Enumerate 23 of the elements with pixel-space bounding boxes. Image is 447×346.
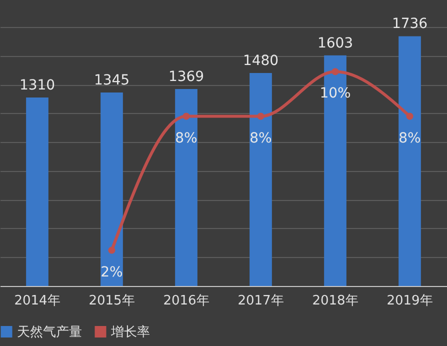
bar	[100, 92, 123, 286]
x-tick-label: 2019年	[386, 294, 433, 308]
x-tick-label: 2014年	[14, 294, 60, 308]
data-label: 1480	[242, 53, 279, 70]
data-label: 8%	[398, 130, 421, 146]
bar	[26, 98, 48, 286]
data-label: 8%	[175, 130, 198, 146]
bar	[398, 36, 421, 286]
bar	[175, 89, 198, 286]
x-tick-label: 2017年	[238, 294, 284, 308]
legend-label: 天然气产量	[17, 324, 82, 340]
x-tick-label: 2018年	[312, 294, 358, 308]
data-label: 2%	[100, 264, 123, 280]
data-label: 1345	[94, 72, 130, 88]
data-label: 1310	[19, 78, 56, 94]
legend-label: 增长率	[110, 324, 150, 340]
x-tick-label: 2015年	[88, 294, 135, 308]
data-label: 1369	[168, 69, 204, 86]
data-label: 8%	[250, 130, 272, 146]
data-label: 1603	[317, 35, 354, 52]
x-tick-label: 2016年	[163, 294, 210, 308]
bar	[250, 73, 272, 286]
data-label: 1736	[392, 16, 428, 32]
